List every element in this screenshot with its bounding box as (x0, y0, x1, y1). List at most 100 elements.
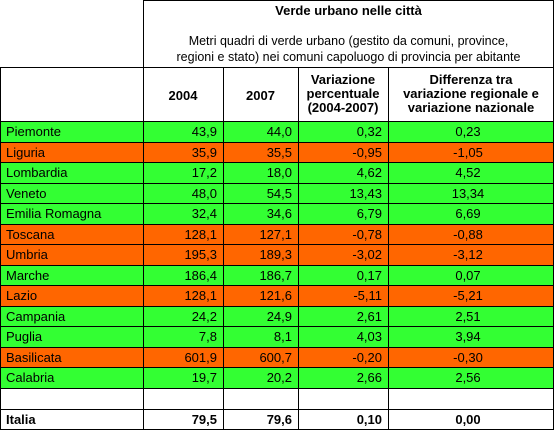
grid-hline (0, 306, 554, 307)
row-variazione: 2,61 (356, 308, 382, 324)
header-differenza: Differenza tra variazione regionale e va… (388, 73, 554, 115)
row-variazione: 6,79 (356, 206, 382, 221)
table-subtitle-line1: Metri quadri di verde urbano (gestito da… (188, 34, 509, 48)
row-2004: 17,2 (191, 165, 217, 180)
grid-hline (0, 326, 554, 327)
table-row: Umbria 195,3 189,3 -3,02 -3,12 (0, 245, 554, 266)
row-2007: 24,9 (266, 308, 292, 324)
row-2007: 127,1 (259, 226, 292, 242)
header-differenza-l1: Differenza tra (429, 72, 513, 87)
table-row: Lazio 128,1 121,6 -5,11 -5,21 (0, 286, 554, 307)
row-2004: 7,8 (198, 329, 217, 344)
row-region: Umbria (6, 247, 48, 262)
header-differenza-l2: variazione regionale e (403, 86, 539, 101)
grid-hline (143, 0, 554, 1)
row-2004: 35,9 (191, 144, 217, 160)
row-2007: 35,5 (266, 144, 292, 160)
row-differenza: 0,07 (455, 267, 481, 283)
row-region: Campania (6, 308, 66, 324)
grid-vline (143, 0, 144, 430)
table-row: Basilicata 601,9 600,7 -0,20 -0,30 (0, 347, 554, 368)
row-region: Piemonte (6, 124, 61, 139)
row-differenza: -0,88 (453, 226, 483, 242)
grid-hline (0, 183, 554, 184)
row-2007: 54,5 (266, 185, 292, 201)
row-2004: 186,4 (184, 267, 217, 283)
header-variazione: Variazione percentuale (2004-2007) (298, 73, 388, 115)
row-differenza: -5,21 (453, 288, 483, 303)
row-region: Basilicata (6, 349, 62, 365)
row-differenza: 4,52 (455, 165, 481, 180)
row-variazione: -0,78 (352, 226, 382, 242)
row-differenza: 3,94 (455, 329, 481, 344)
grid-hline (0, 203, 554, 204)
row-2007: 600,7 (259, 349, 292, 365)
row-differenza: 6,69 (455, 206, 481, 221)
row-2007: 20,2 (266, 370, 292, 385)
header-differenza-l3: variazione nazionale (407, 100, 535, 115)
table-row: Campania 24,2 24,9 2,61 2,51 (0, 306, 554, 327)
grid-hline (0, 285, 554, 286)
total-row: Italia 79,5 79,6 0,10 0,00 (0, 410, 554, 430)
row-variazione: -3,02 (352, 247, 382, 262)
row-differenza: 0,23 (455, 124, 481, 139)
header-variazione-l1: Variazione (310, 72, 376, 87)
row-region: Lazio (6, 288, 38, 303)
row-region: Calabria (6, 370, 55, 385)
grid-hline (0, 162, 554, 163)
table-row: Lombardia 17,2 18,0 4,62 4,52 (0, 163, 554, 184)
row-2004: 43,9 (191, 124, 217, 139)
row-variazione: -0,20 (352, 349, 382, 365)
row-variazione: 4,03 (356, 329, 382, 344)
row-2004: 601,9 (184, 349, 217, 365)
row-region: Veneto (6, 185, 47, 201)
total-2007: 79,6 (266, 412, 292, 427)
row-2004: 128,1 (184, 226, 217, 242)
row-2004: 32,4 (191, 206, 217, 221)
grid-hline (0, 367, 554, 368)
row-variazione: 4,62 (356, 165, 382, 180)
row-differenza: 13,34 (451, 185, 485, 201)
row-2004: 19,7 (191, 370, 217, 385)
row-variazione: 13,43 (349, 185, 382, 201)
header-variazione-l2: percentuale (306, 86, 380, 101)
grid-hline (0, 224, 554, 225)
header-2004: 2004 (168, 88, 198, 103)
grid-vline (388, 67, 389, 430)
table-title: Verde urbano nelle città (275, 3, 422, 18)
table-row: Emilia Romagna 32,4 34,6 6,79 6,69 (0, 204, 554, 225)
row-2007: 189,3 (259, 247, 292, 262)
row-region: Puglia (6, 329, 43, 344)
table-row: Toscana 128,1 127,1 -0,78 -0,88 (0, 224, 554, 245)
row-differenza: -3,12 (453, 247, 483, 262)
row-differenza: 2,56 (455, 370, 481, 385)
table-row: Liguria 35,9 35,5 -0,95 -1,05 (0, 142, 554, 163)
row-2007: 34,6 (266, 206, 292, 221)
row-2007: 18,0 (266, 165, 292, 180)
row-2004: 24,2 (191, 308, 217, 324)
total-differenza: 0,00 (455, 412, 481, 427)
row-region: Marche (6, 267, 50, 283)
grid-hline (0, 142, 554, 143)
row-region: Liguria (6, 144, 46, 160)
row-2004: 48,0 (191, 185, 217, 201)
row-variazione: 2,66 (356, 370, 382, 385)
row-differenza: -0,30 (453, 349, 483, 365)
grid-hline (0, 244, 554, 245)
row-2007: 186,7 (259, 267, 292, 283)
row-2007: 121,6 (259, 288, 292, 303)
grid-hline (0, 67, 554, 68)
grid-vline (223, 67, 224, 430)
row-variazione: 0,32 (356, 124, 382, 139)
row-2007: 8,1 (273, 329, 292, 344)
grid-hline (0, 121, 554, 122)
row-region: Toscana (6, 226, 55, 242)
total-variazione: 0,10 (356, 412, 382, 427)
table-row: Calabria 19,7 20,2 2,66 2,56 (0, 368, 554, 389)
row-variazione: -0,95 (352, 144, 382, 160)
grid-hline (0, 409, 554, 410)
row-variazione: -5,11 (353, 288, 382, 303)
total-region: Italia (6, 412, 36, 427)
row-differenza: -1,05 (453, 144, 483, 160)
